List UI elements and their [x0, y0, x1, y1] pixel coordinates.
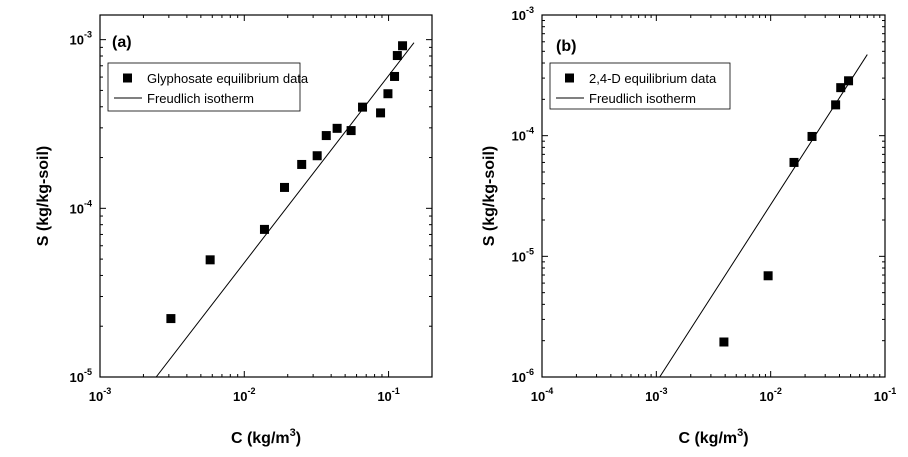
chart-panel-b: 10-4 10-3 10-2 10-1 10-6 10-5 10-4 10-3 C (kg/m3… — [481, 5, 896, 447]
data-point — [297, 159, 307, 169]
data-point — [836, 83, 846, 93]
data-point — [166, 314, 176, 324]
data-point — [392, 51, 402, 61]
y-tick-label: 10-3 — [70, 30, 92, 48]
data-point — [358, 102, 368, 112]
data-point — [831, 100, 841, 110]
y-axis-title: S (kg/kg-soil) — [35, 146, 52, 246]
x-tick-label: 10-1 — [377, 386, 399, 404]
legend-box — [107, 62, 301, 112]
data-point — [398, 41, 408, 51]
legend: Glyphosate equilibrium data Freudlich iso… — [107, 62, 309, 112]
plot-frame — [99, 14, 433, 378]
freundlich-fit-line — [155, 42, 415, 377]
data-point — [844, 76, 854, 86]
plot-frame — [541, 14, 886, 378]
data-point — [321, 131, 331, 141]
legend: 2,4-D equilibrium data Freudlich isotherm — [549, 62, 731, 110]
freundlich-fit-line — [659, 54, 868, 377]
legend-marker-square — [123, 73, 132, 83]
data-point — [763, 271, 773, 281]
y-tick-label: 10-5 — [512, 246, 534, 264]
y-tick-label: 10-5 — [70, 367, 92, 385]
x-axis-title: C (kg/m3) — [678, 427, 748, 447]
data-point — [789, 157, 799, 167]
legend-box — [549, 62, 731, 110]
data-point — [205, 255, 215, 265]
y-tick-label: 10-4 — [512, 126, 534, 144]
x-axis-title: C (kg/m3) — [231, 427, 301, 447]
panel-label: (a) — [112, 34, 132, 51]
y-tick-label: 10-3 — [512, 5, 534, 23]
x-tick-label: 10-3 — [645, 386, 667, 404]
y-axis-title: S (kg/kg-soil) — [481, 146, 498, 246]
data-point — [280, 182, 290, 192]
data-point — [259, 224, 269, 234]
legend-label: Glyphosate equilibrium data — [147, 71, 309, 86]
x-tick-label: 10-3 — [89, 386, 111, 404]
chart-panel-a: 10-3 10-2 10-1 10-5 10-4 10-3 C (kg/m3) S (kg/k… — [35, 14, 433, 447]
legend-marker-square — [565, 73, 574, 83]
data-point — [807, 131, 817, 141]
y-tick-label: 10-6 — [512, 367, 534, 385]
plot-area — [659, 54, 868, 377]
x-tick-label: 10-1 — [874, 386, 896, 404]
x-tick-label: 10-2 — [759, 386, 781, 404]
y-tick-label: 10-4 — [70, 198, 92, 216]
data-point — [376, 108, 386, 118]
data-point — [332, 123, 342, 133]
legend-label: Freudlich isotherm — [147, 91, 254, 106]
data-point — [312, 151, 322, 161]
data-point — [390, 71, 400, 81]
x-tick-label: 10-4 — [531, 386, 553, 404]
data-point — [719, 337, 729, 347]
legend-label: Freudlich isotherm — [589, 91, 696, 106]
panel-label: (b) — [556, 38, 576, 55]
x-tick-label: 10-2 — [233, 386, 255, 404]
data-point — [383, 89, 393, 99]
data-point — [346, 126, 356, 136]
plot-area — [155, 41, 415, 377]
legend-label: 2,4-D equilibrium data — [589, 71, 717, 86]
